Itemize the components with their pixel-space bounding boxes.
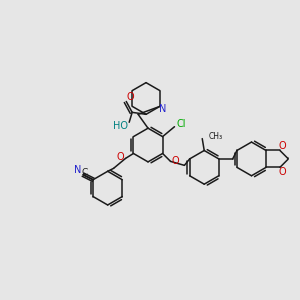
Text: C: C <box>81 168 87 177</box>
Text: O: O <box>126 92 134 101</box>
Text: O: O <box>172 156 179 167</box>
Text: N: N <box>74 165 81 175</box>
Text: CH₃: CH₃ <box>208 132 222 141</box>
Text: O: O <box>117 152 124 162</box>
Text: HO: HO <box>113 121 128 131</box>
Text: Cl: Cl <box>177 119 186 129</box>
Text: O: O <box>278 167 286 177</box>
Text: N: N <box>159 104 166 114</box>
Text: O: O <box>278 140 286 151</box>
